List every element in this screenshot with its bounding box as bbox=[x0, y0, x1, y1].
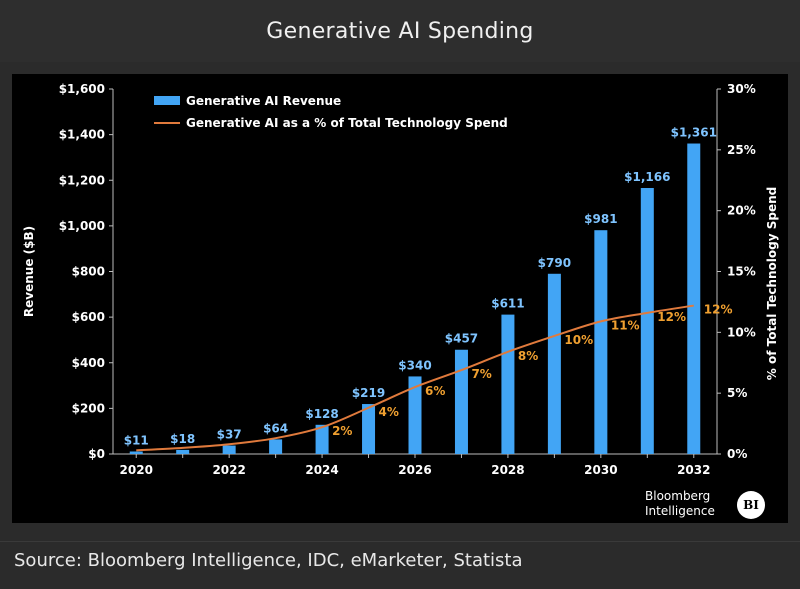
revenue-bar-label: $64 bbox=[263, 421, 288, 435]
revenue-bar bbox=[687, 143, 701, 454]
y-left-tick-label: $1,000 bbox=[59, 219, 105, 233]
revenue-bar-label: $1,361 bbox=[671, 126, 717, 140]
y-left-tick-label: $600 bbox=[72, 310, 105, 324]
pct-spend-line bbox=[136, 304, 694, 452]
source-text: Source: Bloomberg Intelligence, IDC, eMa… bbox=[14, 550, 523, 571]
revenue-bar-label: $1,166 bbox=[624, 170, 670, 184]
x-tick-label: 2022 bbox=[212, 463, 245, 477]
y-left-tick-label: $1,600 bbox=[59, 82, 105, 96]
revenue-bar bbox=[501, 314, 515, 454]
x-tick-label: 2032 bbox=[677, 463, 710, 477]
chart-svg: $0 $200 $400 $600 $800 $1,000 $1,200 $1,400 $1,6… bbox=[22, 82, 779, 477]
pct-spend-label: 2% bbox=[332, 424, 352, 438]
revenue-bar-label: $981 bbox=[584, 212, 617, 226]
y-left-tick-label: $200 bbox=[72, 401, 105, 415]
source-footer: Source: Bloomberg Intelligence, IDC, eMa… bbox=[0, 541, 800, 589]
revenue-bar bbox=[129, 451, 143, 454]
y-right-tick-label: 5% bbox=[727, 386, 747, 400]
revenue-bar-label: $37 bbox=[217, 428, 242, 442]
revenue-bar bbox=[547, 273, 561, 454]
y-right-tick-label: 20% bbox=[727, 204, 756, 218]
y-left-tick-label: $400 bbox=[72, 356, 105, 370]
chart-panel: $0 $200 $400 $600 $800 $1,000 $1,200 $1,400 $1,6… bbox=[12, 74, 788, 523]
y-left-tick-label: $1,400 bbox=[59, 128, 105, 142]
revenue-bar bbox=[454, 349, 468, 454]
revenue-bar-label: $790 bbox=[538, 256, 571, 270]
y-right-tick-label: 10% bbox=[727, 325, 756, 339]
y-left-tick-label: $800 bbox=[72, 265, 105, 279]
legend-bar-label: Generative AI Revenue bbox=[186, 94, 341, 108]
y-right-axis-title: % of Total Technology Spend bbox=[765, 187, 779, 380]
y-left-tick-label: $1,200 bbox=[59, 173, 105, 187]
y-right-tick-label: 15% bbox=[727, 265, 756, 279]
brand-text: Bloomberg Intelligence bbox=[645, 489, 715, 519]
legend-line-label: Generative AI as a % of Total Technology… bbox=[186, 116, 508, 130]
pct-spend-label: 10% bbox=[564, 333, 593, 347]
bloomberg-intelligence-brand: Bloomberg Intelligence BI bbox=[645, 489, 785, 529]
x-tick-label: 2026 bbox=[398, 463, 431, 477]
chart-title: Generative AI Spending bbox=[266, 18, 534, 44]
revenue-bar bbox=[362, 404, 376, 454]
brand-line-2: Intelligence bbox=[645, 504, 715, 518]
pct-spend-label: 8% bbox=[518, 349, 538, 363]
y-left-axis-title: Revenue ($B) bbox=[22, 226, 36, 317]
x-tick-label: 2020 bbox=[120, 463, 153, 477]
chart-header: Generative AI Spending bbox=[0, 0, 800, 62]
revenue-bar bbox=[269, 439, 283, 454]
pct-spend-label: 11% bbox=[611, 318, 640, 332]
revenue-bar bbox=[222, 445, 236, 454]
revenue-bar-label: $340 bbox=[398, 358, 431, 372]
x-tick-label: 2024 bbox=[305, 463, 338, 477]
x-tick-label: 2030 bbox=[584, 463, 617, 477]
y-right-tick-label: 30% bbox=[727, 82, 756, 96]
revenue-bar-label: $18 bbox=[170, 432, 195, 446]
y-right-tick-label: 0% bbox=[727, 447, 747, 461]
pct-spend-label: 7% bbox=[471, 367, 491, 381]
revenue-bar bbox=[594, 230, 608, 454]
revenue-bar-label: $457 bbox=[445, 332, 478, 346]
pct-spend-label: 12% bbox=[657, 310, 686, 324]
y-left-tick-label: $0 bbox=[88, 447, 105, 461]
brand-line-1: Bloomberg bbox=[645, 489, 711, 503]
revenue-bar-label: $11 bbox=[124, 433, 149, 447]
legend-bar-swatch bbox=[154, 96, 180, 105]
revenue-bar-label: $611 bbox=[491, 297, 524, 311]
pct-spend-label: 6% bbox=[425, 384, 445, 398]
y-right-tick-label: 25% bbox=[727, 143, 756, 157]
pct-spend-label: 12% bbox=[704, 303, 733, 317]
x-tick-label: 2028 bbox=[491, 463, 524, 477]
revenue-bar bbox=[408, 376, 422, 454]
revenue-bar-label: $128 bbox=[305, 407, 338, 421]
revenue-bar bbox=[640, 188, 654, 454]
pct-spend-label: 4% bbox=[379, 405, 399, 419]
bi-logo-icon: BI bbox=[737, 491, 765, 519]
revenue-bar-label: $219 bbox=[352, 386, 385, 400]
revenue-bar bbox=[176, 449, 190, 454]
revenue-bar bbox=[315, 424, 329, 454]
